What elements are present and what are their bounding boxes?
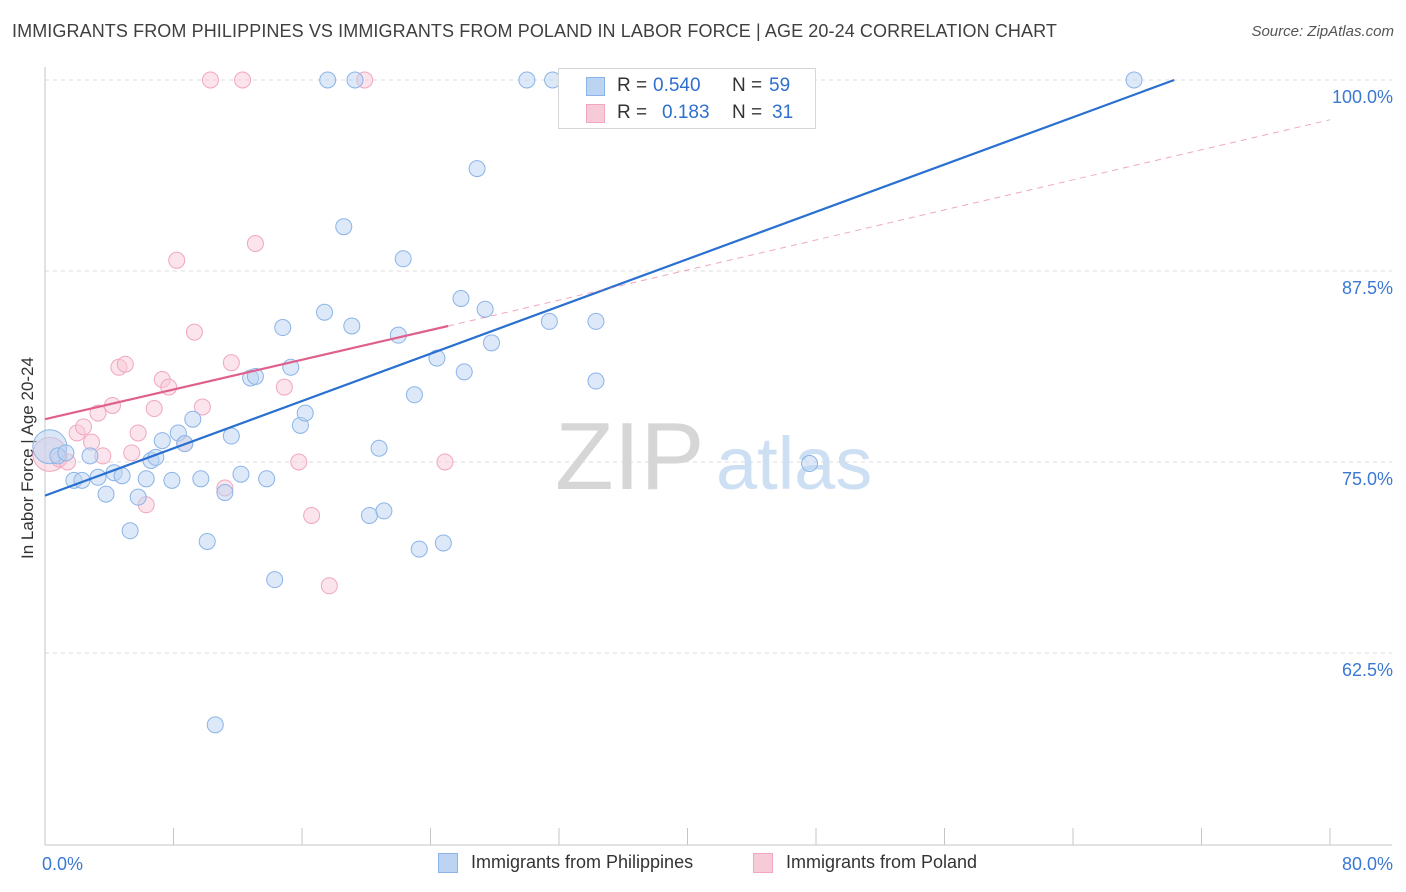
x-tick-label-min: 0.0%: [42, 854, 83, 874]
point-philippines: [587, 372, 605, 390]
point-philippines: [216, 484, 234, 502]
point-philippines: [81, 447, 99, 465]
trend-line-poland-extension: [448, 119, 1331, 327]
legend-label-philippines: Immigrants from Philippines: [471, 852, 694, 872]
point-poland: [123, 444, 141, 462]
point-philippines: [163, 471, 181, 489]
point-philippines: [483, 334, 501, 352]
point-poland: [89, 404, 107, 422]
point-philippines: [370, 439, 388, 457]
stats-row-poland: R = 0.183 N = 31: [559, 100, 815, 127]
point-poland: [201, 71, 219, 89]
source-label: Source: ZipAtlas.com: [1251, 23, 1394, 40]
legend-swatch-poland: [753, 853, 773, 873]
point-philippines: [346, 71, 364, 89]
point-philippines: [266, 571, 284, 589]
point-poland: [129, 424, 147, 442]
point-philippines: [343, 317, 361, 335]
point-philippines: [335, 218, 353, 236]
point-poland: [246, 234, 264, 252]
stats-swatch-philippines: [586, 77, 605, 96]
point-philippines: [518, 71, 536, 89]
point-philippines: [405, 386, 423, 404]
trend-line-poland: [44, 324, 449, 421]
stats-n-label: N =: [732, 102, 763, 123]
point-philippines: [410, 540, 428, 558]
stats-row-philippines: R = 0.540 N = 59: [559, 73, 815, 100]
point-philippines: [375, 502, 393, 520]
point-philippines: [394, 250, 412, 268]
stats-r-value-poland: 0.183: [662, 102, 710, 123]
point-philippines: [274, 319, 292, 337]
point-poland: [193, 398, 211, 416]
point-poland: [168, 251, 186, 269]
point-philippines: [57, 444, 75, 462]
point-poland: [145, 400, 163, 418]
point-philippines: [198, 532, 216, 550]
point-philippines: [129, 488, 147, 506]
point-philippines: [192, 470, 210, 488]
stats-r-label: R =: [617, 102, 648, 123]
y-tick-label: 75.0%: [1342, 469, 1393, 489]
series-philippines-points: [32, 71, 1143, 734]
point-philippines: [315, 303, 333, 321]
point-philippines: [258, 470, 276, 488]
point-philippines: [452, 290, 470, 308]
point-philippines: [97, 485, 115, 503]
point-philippines: [121, 522, 139, 540]
point-poland: [116, 355, 134, 373]
point-philippines: [468, 160, 486, 178]
tick-labels: 62.5% 75.0% 87.5% 100.0% 0.0% 80.0%: [42, 87, 1393, 874]
point-poland: [436, 453, 454, 471]
point-philippines: [428, 349, 446, 367]
legend-swatch-philippines: [438, 853, 458, 873]
point-philippines: [319, 71, 337, 89]
point-philippines: [184, 410, 202, 428]
point-philippines: [222, 427, 240, 445]
point-poland: [222, 354, 240, 372]
gridlines: [45, 79, 1392, 654]
point-philippines: [540, 312, 558, 330]
point-philippines: [232, 465, 250, 483]
chart-title: IMMIGRANTS FROM PHILIPPINES VS IMMIGRANT…: [12, 21, 1057, 41]
legend-label-poland: Immigrants from Poland: [786, 852, 978, 872]
y-tick-label: 87.5%: [1342, 278, 1393, 298]
x-tick-label-max: 80.0%: [1342, 854, 1393, 874]
watermark-zip: ZIP: [555, 403, 704, 510]
point-poland: [290, 453, 308, 471]
point-philippines: [137, 470, 155, 488]
point-philippines: [360, 506, 378, 524]
stats-n-label: N =: [732, 75, 763, 96]
point-poland: [185, 323, 203, 341]
point-poland: [320, 577, 338, 595]
trend-lines: [44, 78, 1331, 497]
point-philippines: [206, 716, 224, 734]
y-tick-label: 62.5%: [1342, 660, 1393, 680]
point-philippines: [587, 312, 605, 330]
point-philippines: [153, 432, 171, 450]
point-poland: [275, 378, 293, 396]
point-philippines: [1125, 71, 1143, 89]
point-philippines: [296, 404, 314, 422]
stats-n-value-philippines: 59: [769, 75, 791, 96]
y-tick-label: 100.0%: [1332, 87, 1393, 107]
watermark: ZIP atlas: [555, 403, 872, 510]
point-philippines: [89, 468, 107, 486]
point-poland: [303, 506, 321, 524]
point-poland: [75, 418, 93, 436]
point-philippines: [476, 300, 494, 318]
stats-r-value-philippines: 0.540: [653, 75, 701, 96]
point-poland: [234, 71, 252, 89]
stats-n-value-poland: 31: [772, 102, 794, 123]
point-philippines: [434, 534, 452, 552]
point-philippines: [801, 455, 819, 473]
stats-swatch-poland: [586, 104, 605, 123]
stats-r-label: R =: [617, 75, 648, 96]
point-philippines: [455, 363, 473, 381]
stats-box: R = 0.540 N = 59 R = 0.183 N = 31: [558, 68, 816, 129]
watermark-atlas: atlas: [716, 422, 872, 505]
